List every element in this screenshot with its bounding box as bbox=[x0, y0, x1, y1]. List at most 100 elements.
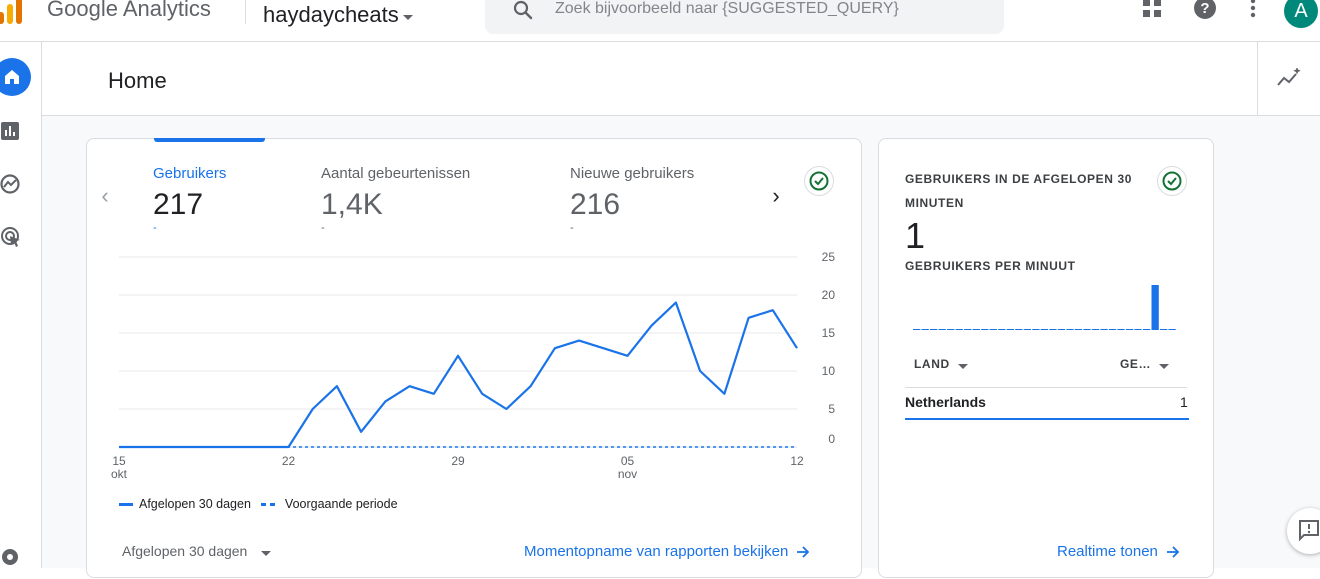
check-circle-icon bbox=[1162, 171, 1182, 191]
minute-bar bbox=[1015, 329, 1023, 330]
minute-bar bbox=[989, 329, 997, 330]
show-realtime-label: Realtime tonen bbox=[1057, 543, 1158, 560]
chevron-left-icon[interactable]: ‹ bbox=[101, 183, 109, 208]
minute-bar bbox=[1057, 329, 1066, 330]
x-tick-label: 29 bbox=[451, 454, 465, 468]
legend-current: Afgelopen 30 dagen bbox=[119, 497, 251, 511]
minute-bar bbox=[938, 329, 946, 330]
table-row-users: 1 bbox=[1180, 394, 1188, 410]
y-tick-label: 5 bbox=[828, 402, 835, 416]
help-icon[interactable]: ? bbox=[1193, 0, 1217, 20]
minute-bar bbox=[1049, 329, 1057, 330]
overview-footer: Afgelopen 30 dagen Momentopname van rapp… bbox=[87, 533, 863, 579]
minute-bar bbox=[1142, 329, 1151, 330]
column-users-label: GE… bbox=[1120, 357, 1152, 371]
avatar[interactable]: A bbox=[1284, 0, 1318, 28]
apps-grid-icon[interactable] bbox=[1140, 0, 1164, 20]
data-quality-badge[interactable] bbox=[804, 166, 834, 196]
advertising-icon[interactable] bbox=[0, 226, 22, 248]
content-area: ‹ › Gebruikers 217 - Aantal gebeurteniss… bbox=[42, 116, 1320, 578]
home-icon bbox=[5, 70, 19, 84]
insights-button[interactable] bbox=[1257, 42, 1320, 115]
column-users[interactable]: GE… bbox=[1120, 357, 1170, 371]
realtime-title: GEBRUIKERS IN DE AFGELOPEN 30 MINUTEN bbox=[905, 172, 1132, 210]
minute-bar bbox=[1091, 329, 1100, 330]
brand-divider bbox=[245, 0, 246, 24]
realtime-subtitle: GEBRUIKERS PER MINUUT bbox=[905, 259, 1076, 273]
minute-bar bbox=[1074, 329, 1083, 330]
account-name: haydaycheats bbox=[263, 2, 399, 27]
search-input[interactable] bbox=[555, 0, 975, 18]
minute-bar bbox=[1125, 329, 1134, 330]
feedback-icon bbox=[1299, 520, 1319, 541]
x-tick-label: 05 bbox=[621, 454, 635, 468]
settings-icon[interactable] bbox=[0, 546, 22, 568]
x-tick-sublabel: okt bbox=[111, 467, 128, 481]
minute-bar bbox=[981, 329, 989, 330]
x-tick-label: 12 bbox=[790, 454, 804, 468]
y-tick-label: 15 bbox=[822, 326, 836, 340]
reports-icon[interactable] bbox=[0, 120, 22, 142]
minute-bar bbox=[972, 329, 980, 330]
caret-down-icon bbox=[957, 363, 968, 369]
metric-events[interactable]: Aantal gebeurtenissen 1,4K - bbox=[321, 165, 470, 234]
metric-label: Gebruikers bbox=[153, 165, 227, 182]
check-circle-icon bbox=[809, 171, 829, 191]
minute-bar bbox=[1023, 329, 1031, 330]
y-tick-label: 25 bbox=[822, 250, 836, 264]
metric-value: 217 bbox=[153, 188, 204, 221]
search-bar[interactable] bbox=[485, 0, 1004, 34]
minute-bar bbox=[1066, 329, 1074, 330]
minute-bar bbox=[1134, 329, 1142, 330]
minute-bar bbox=[913, 329, 921, 330]
nav-home[interactable] bbox=[0, 58, 31, 96]
minute-bar bbox=[1083, 329, 1091, 330]
chevron-right-icon[interactable]: › bbox=[772, 183, 780, 208]
active-tab-indicator bbox=[154, 138, 265, 142]
minute-bar bbox=[964, 329, 972, 330]
view-reports-snapshot-link[interactable]: Momentopname van rapporten bekijken bbox=[524, 543, 810, 560]
view-reports-snapshot-label: Momentopname van rapporten bekijken bbox=[524, 543, 789, 560]
column-country-label: LAND bbox=[914, 357, 950, 371]
metric-new-users[interactable]: Nieuwe gebruikers 216 - bbox=[570, 165, 694, 234]
minute-bar bbox=[1151, 285, 1159, 330]
metric-users[interactable]: Gebruikers 217 - bbox=[153, 165, 226, 234]
minute-bar bbox=[1032, 329, 1040, 330]
series-line-current bbox=[119, 301, 798, 449]
show-realtime-link[interactable]: Realtime tonen bbox=[1057, 543, 1180, 560]
left-nav bbox=[0, 42, 42, 568]
users-per-minute-chart bbox=[913, 285, 1176, 330]
explore-icon[interactable] bbox=[0, 173, 22, 195]
caret-down-icon bbox=[261, 550, 272, 556]
minute-bar bbox=[1160, 329, 1168, 330]
more-vert-icon[interactable] bbox=[1241, 0, 1265, 20]
y-tick-label: 20 bbox=[822, 288, 836, 302]
x-tick-label: 15 bbox=[112, 454, 126, 468]
chart-legend: Afgelopen 30 dagen Voorgaande periode bbox=[119, 497, 398, 511]
legend-previous: Voorgaande periode bbox=[260, 497, 398, 511]
date-range-selector[interactable]: Afgelopen 30 dagen bbox=[122, 543, 272, 559]
y-tick-label: 10 bbox=[822, 364, 836, 378]
data-quality-badge[interactable] bbox=[1157, 166, 1187, 196]
metric-value: 216 bbox=[570, 188, 621, 221]
account-selector[interactable]: haydaycheats bbox=[263, 2, 413, 28]
svg-text:?: ? bbox=[1200, 0, 1209, 17]
y-tick-label: 0 bbox=[828, 432, 835, 446]
page-header: Home bbox=[42, 42, 1320, 116]
minute-bar bbox=[1108, 329, 1117, 330]
analytics-logo-icon[interactable] bbox=[0, 0, 26, 24]
metric-delta: - bbox=[570, 222, 574, 234]
page-title: Home bbox=[108, 68, 167, 93]
metric-delta: - bbox=[321, 222, 325, 234]
table-row-bar bbox=[905, 418, 1189, 420]
minute-bar bbox=[1040, 329, 1048, 330]
minute-bar bbox=[1006, 329, 1014, 330]
minute-bar bbox=[930, 329, 938, 330]
x-tick-sublabel: nov bbox=[618, 467, 637, 481]
minute-bar bbox=[1117, 329, 1125, 330]
insights-icon bbox=[1277, 68, 1301, 86]
top-bar: Google Analytics haydaycheats ? A bbox=[0, 0, 1320, 42]
minute-bar bbox=[955, 329, 963, 330]
feedback-button[interactable] bbox=[1287, 508, 1320, 554]
column-country[interactable]: LAND bbox=[914, 357, 968, 371]
